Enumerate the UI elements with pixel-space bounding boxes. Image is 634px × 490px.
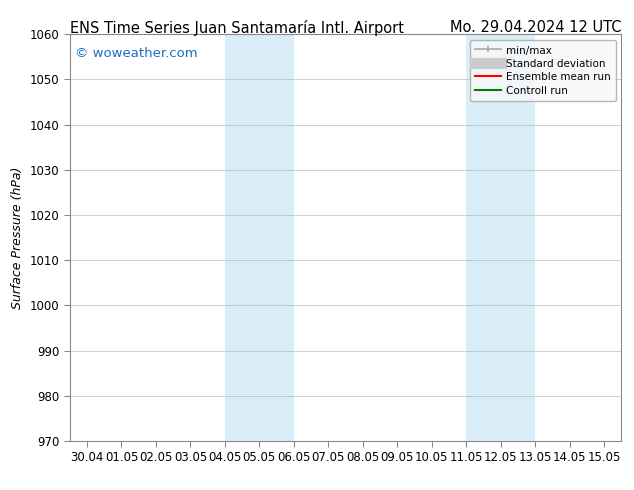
Text: Mo. 29.04.2024 12 UTC: Mo. 29.04.2024 12 UTC — [450, 20, 621, 35]
Text: © woweather.com: © woweather.com — [75, 47, 198, 59]
Legend: min/max, Standard deviation, Ensemble mean run, Controll run: min/max, Standard deviation, Ensemble me… — [470, 40, 616, 101]
Text: ENS Time Series Juan Santamaría Intl. Airport: ENS Time Series Juan Santamaría Intl. Ai… — [70, 20, 404, 36]
Title: ENS Time Series Juan Santamaría Intl. Airport      Mo. 29.04.2024 12 UTC: ENS Time Series Juan Santamaría Intl. Ai… — [0, 489, 1, 490]
Bar — [466, 34, 535, 441]
Y-axis label: Surface Pressure (hPa): Surface Pressure (hPa) — [11, 167, 24, 309]
Bar — [225, 34, 294, 441]
